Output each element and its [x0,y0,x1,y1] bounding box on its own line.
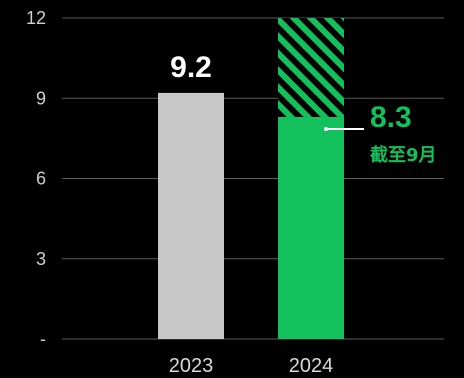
data-label-2024: 8.3 [370,101,412,134]
y-tick-label-9: 9 [36,88,46,108]
y-tick-label-0: - [40,329,46,349]
bar-2023 [158,92,224,340]
category-label-2024: 2024 [289,355,334,377]
annotation-text: 截至9月 [370,144,437,166]
y-tick-label-12: 12 [26,8,46,28]
annotation-dot [324,126,328,131]
bar-2024-projected [278,18,344,117]
y-tick-label-3: 3 [36,249,46,269]
data-label-2023: 9.2 [170,51,212,84]
category-label-2023: 2023 [169,355,214,377]
y-tick-label-6: 6 [36,169,46,189]
bar-2024-actual [278,116,344,339]
